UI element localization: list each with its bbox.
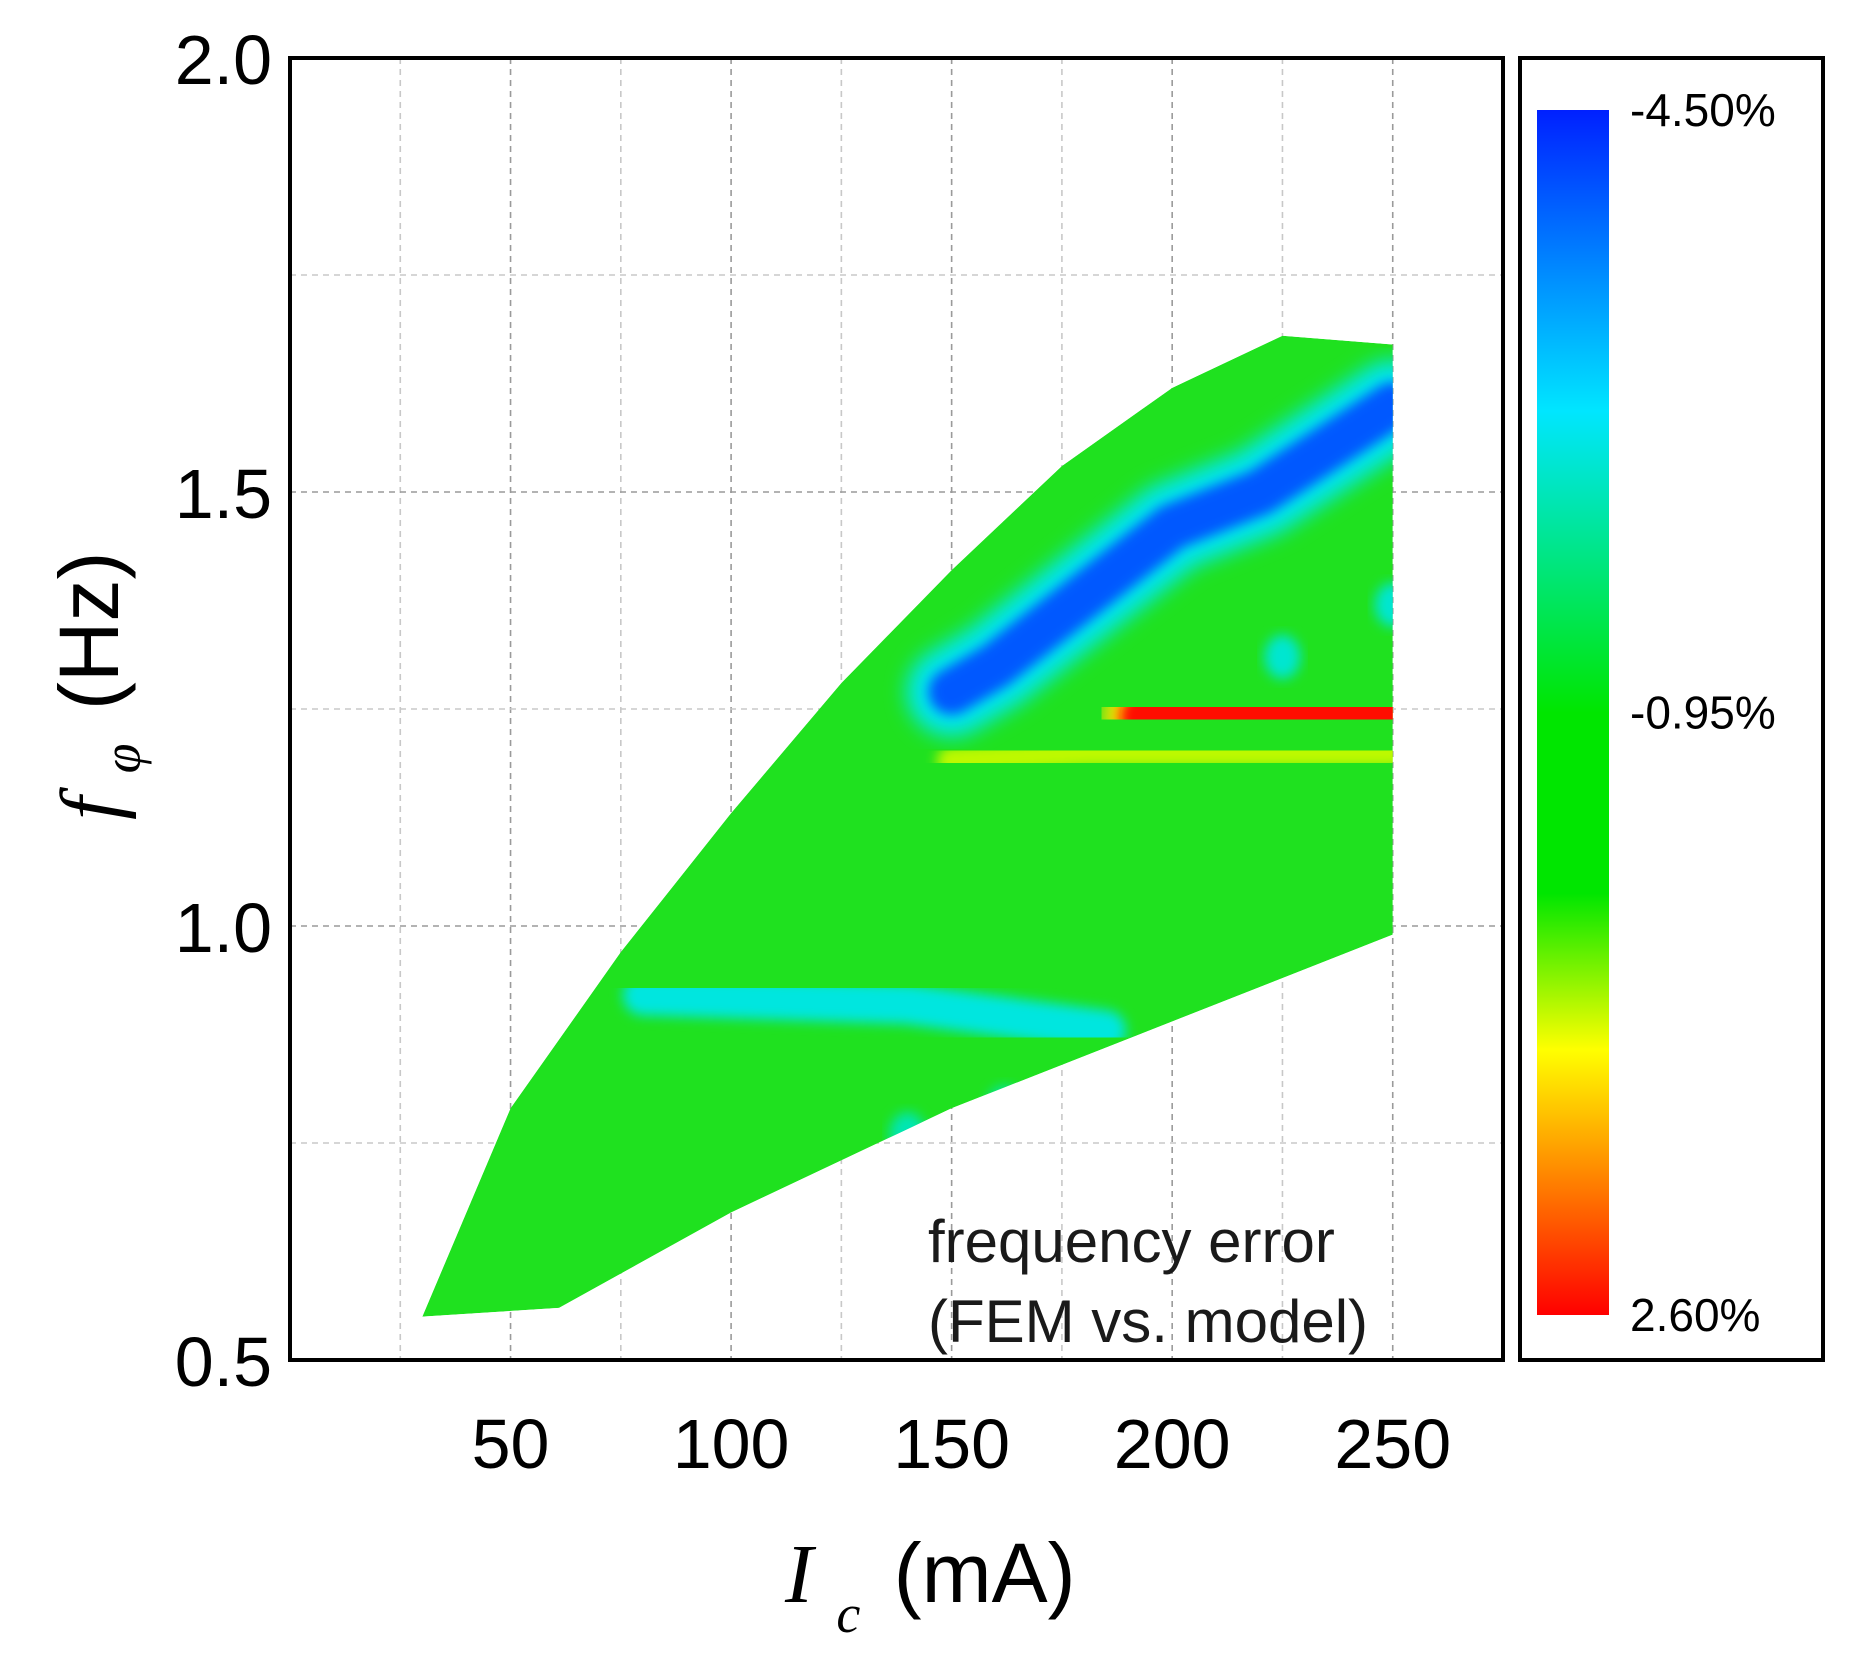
y-tick-label: 0.5 <box>175 1323 272 1401</box>
y-tick-label: 2.0 <box>175 21 272 99</box>
y-axis-subscript: φ <box>92 743 152 773</box>
x-axis-subscript: c <box>836 1584 860 1644</box>
y-axis-ticks: 0.5 1.0 1.5 2.0 <box>175 21 272 1401</box>
plot-frame <box>288 56 1505 1362</box>
y-tick-label: 1.5 <box>175 455 272 533</box>
colorbar-tick-label: -0.95% <box>1630 687 1776 739</box>
x-tick-label: 200 <box>1114 1405 1231 1483</box>
heatmap-blob <box>986 1086 1023 1131</box>
x-tick-label: 250 <box>1334 1405 1451 1483</box>
heatmap-region <box>422 335 1393 1317</box>
svg-text:f φ (Hz): f φ (Hz) <box>42 551 158 820</box>
heatmap-band <box>622 975 1127 1051</box>
heatmap-band <box>936 737 1393 777</box>
x-axis-unit: (mA) <box>894 1526 1076 1620</box>
x-axis-ticks: 50 100 150 200 250 <box>472 1405 1452 1483</box>
annotation-line-2: (FEM vs. model) <box>928 1288 1368 1355</box>
colorbar-tick-label: -4.50% <box>1630 84 1776 136</box>
heatmap-blob <box>1374 582 1393 627</box>
x-tick-label: 100 <box>673 1405 790 1483</box>
y-axis-title: f φ (Hz) <box>42 551 158 820</box>
x-axis-symbol: I <box>784 1528 817 1621</box>
colorbar-tick-label: 2.60% <box>1630 1289 1760 1341</box>
colorbar <box>1537 110 1609 1315</box>
annotation-line-1: frequency error <box>928 1208 1335 1275</box>
y-axis-unit: (Hz) <box>42 551 136 710</box>
colorbar-frame <box>1518 56 1825 1362</box>
x-tick-label: 150 <box>893 1405 1010 1483</box>
colorbar-ticks: -4.50% -0.95% 2.60% <box>1630 84 1776 1341</box>
y-axis-symbol: f <box>44 786 137 820</box>
x-axis-title: I c (mA) <box>784 1526 1076 1650</box>
y-tick-label: 1.0 <box>175 889 272 967</box>
x-tick-label: 50 <box>472 1405 550 1483</box>
heatmap-band <box>1120 679 1393 748</box>
heatmap-blob <box>889 1112 926 1157</box>
heatmap-blob <box>1264 634 1301 679</box>
heatmap-band <box>928 382 1393 715</box>
